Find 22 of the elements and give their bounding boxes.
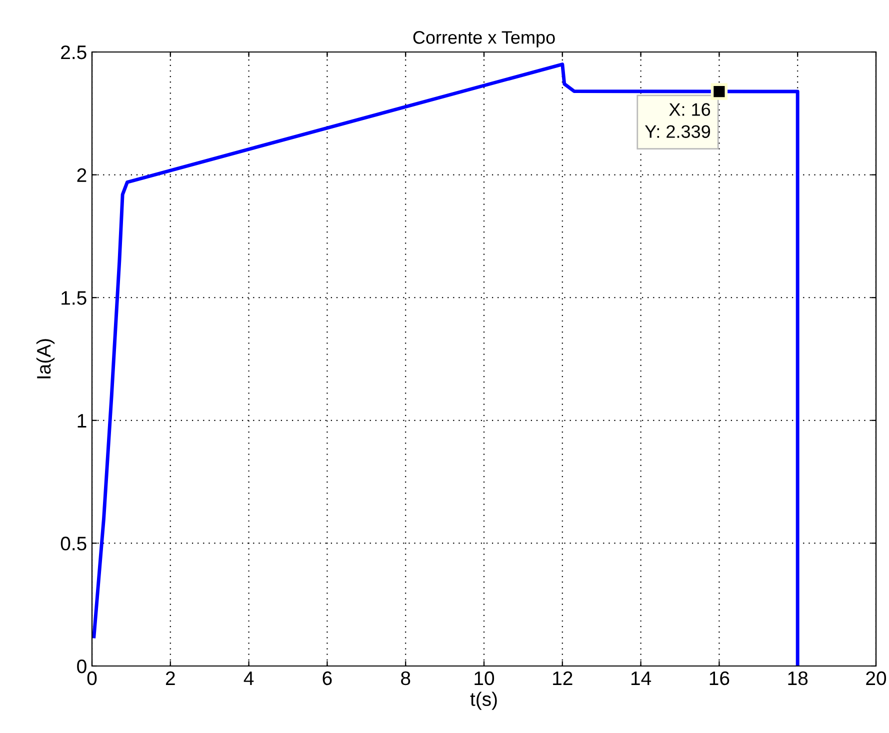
x-tick-label: 0 (87, 671, 97, 686)
y-axis-title: Ia(A) (36, 339, 55, 378)
y-tick-label: 0.5 (60, 536, 86, 550)
chart-title: Corrente x Tempo (413, 31, 555, 48)
y-tick-label: 1.5 (62, 291, 86, 305)
y-tick-label: 2.5 (61, 45, 86, 60)
x-tick-label: 12 (553, 671, 572, 685)
x-tick-label: 4 (244, 672, 254, 685)
x-tick-label: 10 (474, 671, 494, 686)
x-axis-title: t(s) (470, 692, 497, 710)
x-tick-label: 6 (322, 671, 332, 686)
line-series (92, 62, 800, 666)
annotation: X: 16 Y: 2.339 (645, 103, 710, 138)
x-tick-label: 20 (866, 671, 886, 686)
y-tick-label: 2 (77, 168, 86, 182)
x-tick-label: 16 (710, 671, 730, 686)
y-tick-label: 1 (78, 414, 86, 428)
y-tick-label: 0 (77, 659, 86, 674)
x-tick-label: 14 (631, 672, 652, 685)
x-tick-label: 18 (788, 671, 808, 686)
x-tick-label: 8 (401, 671, 410, 686)
x-tick-label: 2 (166, 671, 175, 685)
